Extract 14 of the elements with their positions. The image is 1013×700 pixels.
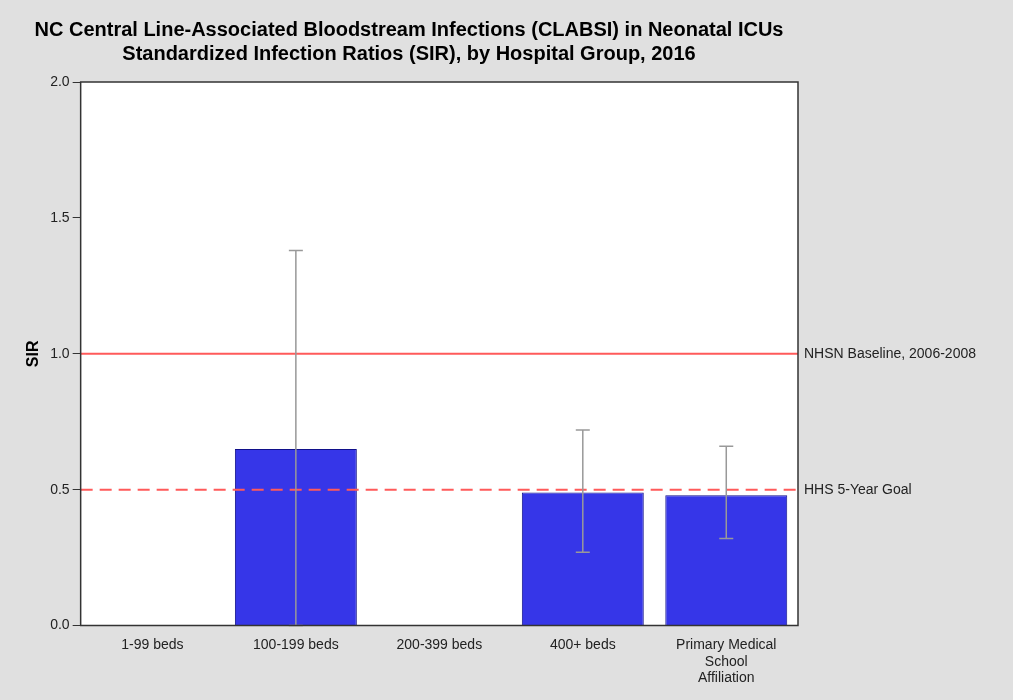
y-tick-label: 0.5	[50, 480, 70, 497]
x-tick-label: 1-99 beds	[121, 635, 184, 652]
y-tick-label: 0.0	[50, 616, 70, 633]
y-axis-title: SIR	[24, 340, 42, 368]
y-tick-label: 1.5	[50, 208, 70, 225]
chart-title: NC Central Line-Associated Bloodstream Infections (CLABSI) in Neonatal ICUs Standardized Infection Ratios (SIR), by Hospital Group, 2016	[34, 17, 784, 64]
y-tick-label: 2.0	[50, 72, 70, 89]
x-tick-label: 400+ beds	[549, 635, 616, 652]
ref-line-label: HHS 5-Year Goal	[804, 480, 912, 497]
y-tick-label: 1.0	[50, 344, 70, 361]
x-tick-label: 200-399 beds	[396, 635, 483, 652]
x-tick-label: Primary Medical School Affiliation	[676, 635, 777, 686]
ref-line-label: NHSN Baseline, 2006-2008	[804, 344, 977, 361]
x-tick-label: 100-199 beds	[253, 635, 339, 652]
